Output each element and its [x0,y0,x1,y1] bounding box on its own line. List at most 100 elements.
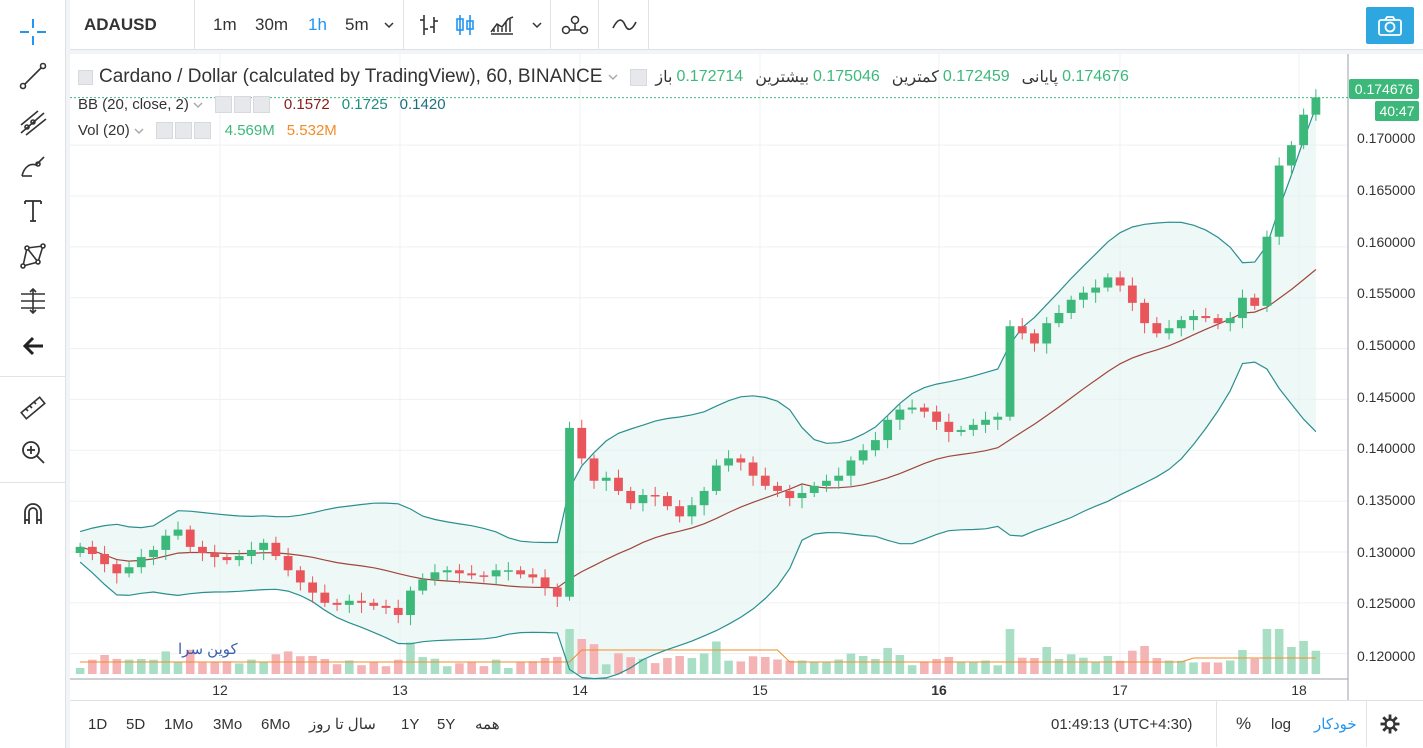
range-5d[interactable]: 5D [126,715,146,733]
gear-icon[interactable] [233,96,251,113]
close-icon[interactable] [252,96,270,113]
candle-body [491,570,501,577]
bars-style-button[interactable] [416,0,442,50]
settings-button[interactable] [1380,701,1400,747]
range-1y[interactable]: 1Y [401,715,420,733]
pitchfork-icon[interactable] [13,102,53,142]
log-toggle[interactable]: log [1271,715,1292,733]
volume-bar [736,661,746,674]
candle-body [161,535,171,550]
candle-body [1238,297,1247,319]
collapse-icon[interactable] [78,69,93,85]
eye-icon[interactable] [214,96,232,113]
candle-body [418,579,428,591]
auto-scale-toggle[interactable]: خودکار [1314,716,1357,733]
chart-pane[interactable]: Cardano / Dollar (calculated by TradingV… [70,54,1423,700]
interval-5m[interactable]: 5m [345,15,369,34]
interval-1m[interactable]: 1m [213,15,237,34]
volume-bar [455,663,464,674]
candle-body [687,505,697,517]
candle-body [614,477,623,491]
volume-bar [981,660,990,674]
candle-body [663,496,672,507]
interval-1h[interactable]: 1h [308,15,327,34]
indicators-icon [612,19,637,31]
volume-bar [259,661,268,674]
candle-body [198,546,207,553]
eye-icon[interactable] [630,68,648,86]
text-tool-icon[interactable] [13,190,53,230]
candle-body [271,542,281,557]
candle-body [1287,145,1296,166]
price-chart[interactable] [70,54,1423,700]
chevron-down-icon[interactable] [191,100,205,110]
chevron-down-icon[interactable] [132,126,146,136]
range-6mo[interactable]: 6Mo [261,715,291,733]
back-arrow-icon[interactable] [13,326,53,366]
volume-bar [712,641,721,674]
range-5y[interactable]: 5Y [437,715,456,733]
candle-body [1140,302,1149,324]
candle-body [320,592,330,603]
eye-icon[interactable] [155,122,173,139]
area-style-button[interactable] [488,0,516,50]
zoom-in-icon[interactable] [13,432,53,472]
candles-style-button[interactable] [452,0,478,50]
volume-bar [895,655,905,674]
volume-bar [479,666,489,674]
prediction-icon[interactable] [13,281,53,321]
bb-name[interactable]: BB (20, close, 2) [78,96,189,113]
volume-bar [883,648,892,674]
volume-bar [1213,662,1223,674]
bb-upper-line [79,106,1317,544]
clock[interactable]: 01:49:13 (UTC+4:30) [1051,715,1193,733]
compare-button[interactable] [558,0,592,50]
candle-body [565,427,574,597]
volume-bar [149,659,158,674]
percent-toggle[interactable]: % [1236,714,1252,733]
range-all[interactable]: همه [475,716,500,733]
bb-upper-value: 0.1725 [341,96,388,113]
indicators-button[interactable] [610,0,638,50]
pattern-icon[interactable] [13,236,53,276]
gear-icon[interactable] [174,122,192,139]
range-1d[interactable]: 1D [88,715,108,733]
candle-body [956,429,966,432]
range-ytd[interactable]: سال تا روز [309,716,376,733]
candle-body [871,440,880,451]
volume-bar [834,659,843,674]
vol-name[interactable]: Vol (20) [78,122,130,139]
crosshair-icon[interactable] [13,12,53,52]
candle-body [601,477,611,481]
volume-bar [1250,658,1259,674]
legend-title: Cardano / Dollar (calculated by TradingV… [99,66,603,87]
interval-30m[interactable]: 30m [255,15,289,34]
candle-body [381,605,391,608]
candle-body [259,542,269,550]
vol-value: 4.569M [224,122,275,139]
intervals-dropdown[interactable] [382,0,396,50]
volume-bar [675,656,684,674]
trend-line-icon[interactable] [13,56,53,96]
symbol-search[interactable]: ADAUSD [84,15,157,34]
brush-icon[interactable] [13,146,53,186]
volume-bar [1201,662,1211,674]
chart-style-dropdown[interactable] [530,0,544,50]
candle-body [1152,323,1162,334]
candle-body [467,573,477,576]
candle-body [295,570,305,583]
snapshot-button[interactable] [1366,7,1414,44]
candle-body [748,462,758,476]
volume-bar [565,629,574,674]
candle-body [210,552,220,558]
volume-bar [112,658,122,674]
chevron-down-icon[interactable] [606,72,620,82]
candle-body [247,549,256,557]
range-3mo[interactable]: 3Mo [213,715,243,733]
close-icon[interactable] [193,122,211,139]
ruler-icon[interactable] [13,388,53,428]
compare-icon [561,15,589,35]
volume-bar [1042,647,1051,674]
range-1mo[interactable]: 1Mo [164,715,194,733]
magnet-icon[interactable] [13,493,53,533]
